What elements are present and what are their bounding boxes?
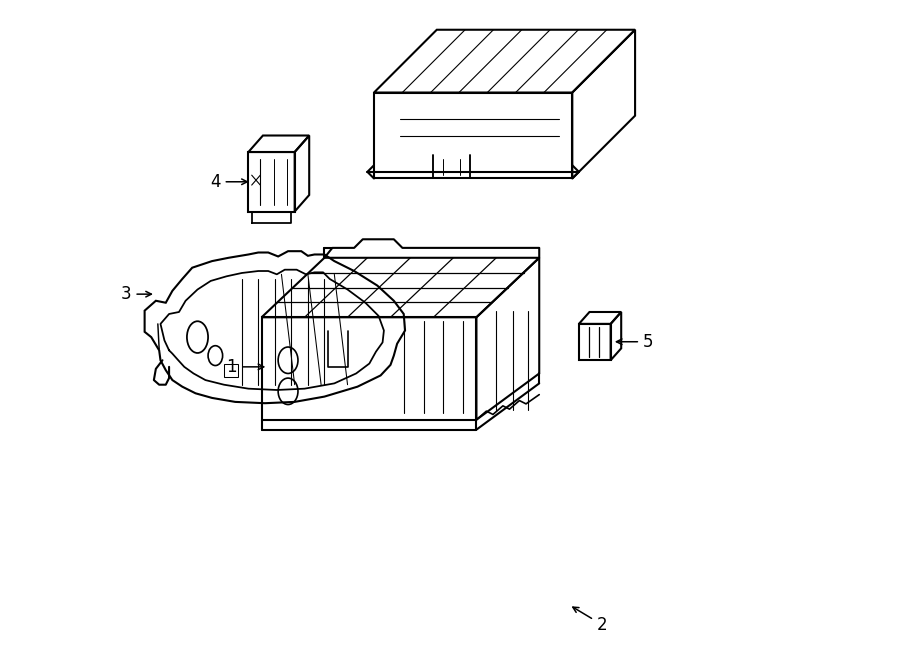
- Text: 1: 1: [227, 358, 264, 376]
- Text: 3: 3: [121, 285, 151, 303]
- Text: 4: 4: [210, 173, 248, 191]
- Text: 5: 5: [616, 332, 653, 351]
- Text: 2: 2: [572, 607, 608, 634]
- Bar: [224, 364, 238, 377]
